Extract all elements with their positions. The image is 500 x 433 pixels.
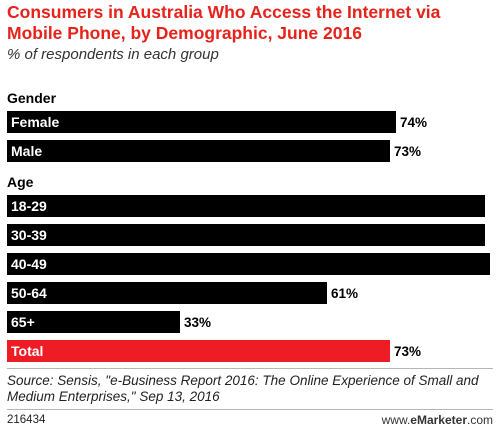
bar-chart: Gender Female 74% Male 73% Age 18-29 91% 30-39 91…	[7, 90, 490, 362]
value-label-65: 33%	[184, 315, 211, 330]
value-label-50-64: 61%	[331, 286, 358, 301]
bar-male	[7, 140, 390, 162]
value-label-40-49: 92%	[459, 257, 486, 272]
value-label-18-29: 91%	[454, 199, 481, 214]
chart-subtitle: % of respondents in each group	[7, 46, 219, 63]
value-label-female: 74%	[400, 115, 427, 130]
value-label-male: 73%	[394, 144, 421, 159]
footer-divider	[7, 409, 493, 410]
bar-label-65: 65+	[11, 314, 35, 330]
bar-40-49	[7, 253, 490, 275]
value-label-total: 73%	[394, 344, 421, 359]
group-label-age: Age	[7, 174, 34, 190]
group-label-gender: Gender	[7, 90, 57, 106]
bar-50-64	[7, 282, 327, 304]
bar-30-39	[7, 224, 485, 246]
bar-female	[7, 111, 396, 133]
source-divider	[7, 368, 493, 369]
bar-label-total: Total	[11, 343, 43, 359]
bar-label-50-64: 50-64	[11, 285, 47, 301]
bar-label-40-49: 40-49	[11, 256, 47, 272]
source-note: Source: Sensis, "e-Business Report 2016:…	[7, 373, 479, 404]
bar-total	[7, 340, 390, 362]
bar-label-male: Male	[11, 143, 42, 159]
bar-65	[7, 311, 180, 333]
chart-title: Consumers in Australia Who Access the In…	[7, 2, 441, 43]
bar-18-29	[7, 195, 485, 217]
bar-label-female: Female	[11, 114, 59, 130]
bar-label-18-29: 18-29	[11, 198, 47, 214]
bar-label-30-39: 30-39	[11, 227, 47, 243]
brand-logo: www.eMarketer.com	[381, 413, 493, 427]
value-label-30-39: 91%	[454, 228, 481, 243]
chart-id: 216434	[7, 414, 46, 426]
